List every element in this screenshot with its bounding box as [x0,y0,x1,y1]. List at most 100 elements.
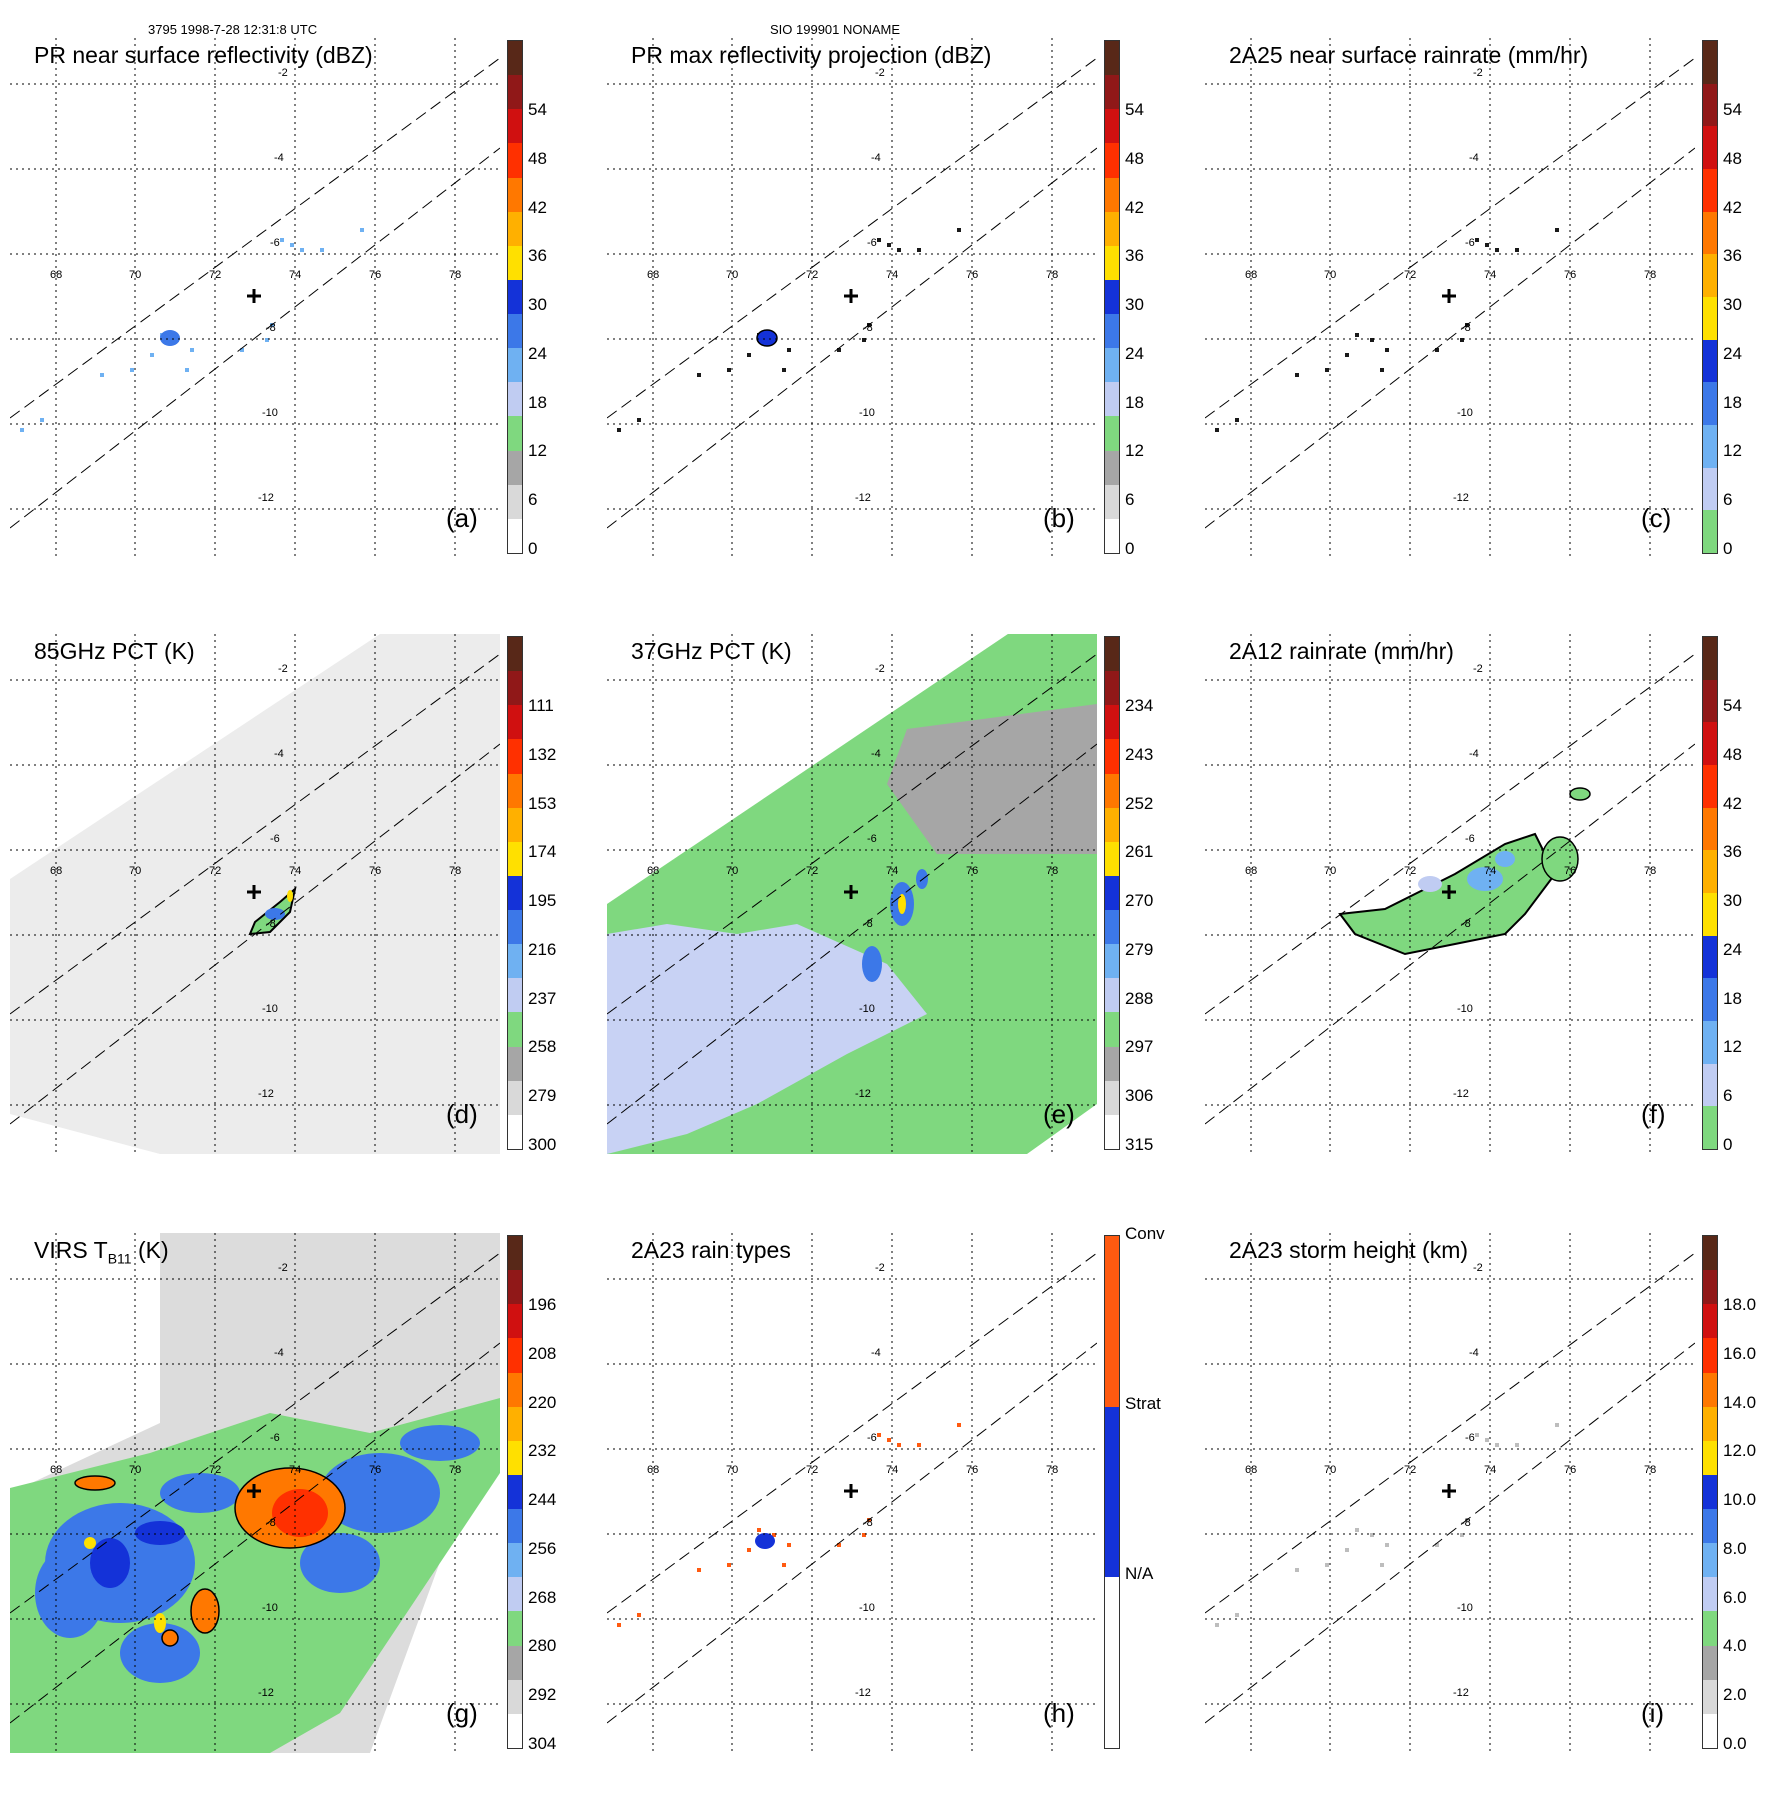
colorbar-segment [1105,978,1119,1013]
colorbar-segment [508,109,522,144]
lat-label: -4 [274,1347,284,1359]
colorbar-segment [1105,739,1119,774]
pr-swath-edge [10,57,500,419]
echo-pixel [782,1563,786,1567]
colorbar-tick-label: 48 [1125,148,1144,168]
colorbar-tick-label: 12.0 [1723,1441,1757,1461]
lon-label: 72 [806,865,818,877]
colorbar-segment [508,348,522,383]
lon-label: 68 [647,1464,659,1476]
lat-label: -6 [270,833,280,845]
colorbar-tick-label: 237 [528,988,557,1008]
echo-cell [862,946,882,982]
colorbar-segment [1703,1577,1717,1612]
echo-cell [755,1533,775,1549]
colorbar [1702,1235,1718,1749]
echo-cell [120,1623,200,1683]
colorbar-segment [508,1080,522,1115]
lon-label: 74 [1484,269,1496,281]
echo-pixel [1325,368,1329,372]
colorbar-tick-label: 54 [1125,100,1144,120]
echo-pixel [40,418,44,422]
lon-label: 72 [209,269,221,281]
lat-label: -8 [863,322,873,334]
panel-letter: (a) [446,503,478,533]
colorbar [507,1235,523,1749]
echo-cell [74,1475,116,1491]
lat-label: -10 [262,407,278,419]
colorbar-tick-label: 243 [1125,744,1154,764]
colorbar-tick-label: 300 [528,1135,557,1154]
colorbar-segment [1703,425,1717,468]
colorbar-tick-label: 18 [1723,988,1742,1008]
colorbar-segment [1703,1679,1717,1714]
echo-pixel [100,373,104,377]
colorbar-segment [1703,339,1717,383]
echo-pixel [265,338,269,342]
lat-label: -6 [270,1432,280,1444]
header-storm-id: SIO 199901 NONAME [770,22,901,37]
lon-label: 78 [1644,1464,1656,1476]
echo-pixel [150,353,154,357]
lat-label: -2 [1473,663,1483,675]
lat-label: -4 [871,1347,881,1359]
colorbar-tick-label: 16.0 [1723,1343,1757,1363]
lon-label: 70 [129,1464,141,1476]
colorbar-tick-label: 24 [1723,343,1742,363]
echo-cell [1569,787,1591,801]
cold-region [607,924,927,1154]
colorbar-segment [508,875,522,911]
lat-label: -10 [1457,1003,1473,1015]
echo-pixel [1295,1568,1299,1572]
colorbar [1104,40,1120,554]
colorbar-segment [1703,1270,1717,1305]
echo-pixel [1385,348,1389,352]
colorbar-tick-label: 0 [1723,539,1733,558]
echo-pixel [787,348,791,352]
colorbar-tick-label: 24 [528,343,547,363]
lat-label: -6 [1465,1432,1475,1444]
lat-label: -12 [258,1088,274,1100]
panel-letter: (i) [1641,1698,1665,1728]
colorbar-tick-label: 54 [528,100,547,120]
colorbar-tick-label: 6.0 [1723,1587,1747,1607]
colorbar-segment [508,143,522,178]
colorbar-tick-label: 4.0 [1723,1636,1747,1656]
echo-pixel [877,238,881,242]
panel-title: 37GHz PCT (K) [631,638,792,664]
pr-swath-edge [1205,653,1695,1015]
colorbar-segment [1105,637,1119,672]
map-h: 68 70 72 74 76 78 -2 -4 -6 -8 -10 -12 [607,1233,1097,1753]
colorbar-tick-label: 6 [528,490,538,510]
panel-d: 68 70 72 74 76 78 -2 -4 -6 -8 -10 -12 85GHz PCT (K) (… [10,634,570,1194]
colorbar-segment [1105,348,1119,383]
lat-label: -12 [1453,492,1469,504]
colorbar-tick-label: 270 [1125,891,1154,911]
colorbar-tick-label: 24 [1723,939,1742,959]
storm-center-icon [247,885,261,899]
echo-cell [272,1489,328,1537]
lon-label: 72 [209,1464,221,1476]
colorbar-tick-label: 48 [1723,744,1742,764]
panel-title: 2A23 rain types [631,1237,791,1263]
panel-title: PR near surface reflectivity (dBZ) [34,42,373,68]
lon-label: 68 [647,865,659,877]
pr-swath-edge [607,1252,1097,1614]
lon-label: 70 [129,269,141,281]
colorbar-tick-label: 30 [1125,295,1144,315]
colorbar-tick-label: 8.0 [1723,1538,1747,1558]
panel-letter: (f) [1641,1099,1666,1129]
colorbar-tick-label: 279 [1125,939,1154,959]
echo-pixel [1370,338,1374,342]
lon-label: 68 [1245,865,1257,877]
colorbar-segment [1105,910,1119,945]
colorbar [1702,40,1718,554]
colorbar-tick-label: 36 [1723,246,1742,266]
echo-pixel [1380,1563,1384,1567]
colorbar-segment [1703,1543,1717,1578]
colorbar-tick-label: 288 [1125,988,1154,1008]
lon-label: 70 [129,865,141,877]
colorbar-tick-label: 36 [1125,246,1144,266]
colorbar-segment [508,1270,522,1305]
warm-region [887,704,1097,854]
